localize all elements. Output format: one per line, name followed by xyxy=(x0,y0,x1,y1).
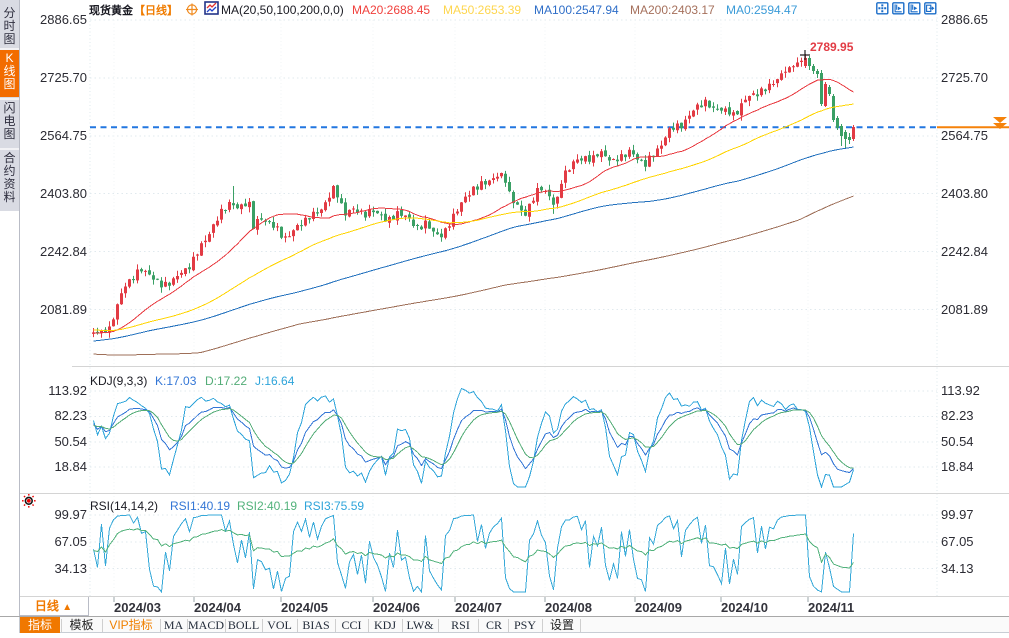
svg-text:2024/05: 2024/05 xyxy=(281,600,328,615)
svg-text:2564.75: 2564.75 xyxy=(40,128,87,143)
svg-text:K:17.03: K:17.03 xyxy=(155,374,197,388)
svg-text:2081.89: 2081.89 xyxy=(941,302,988,317)
svg-text:2564.75: 2564.75 xyxy=(941,128,988,143)
svg-text:2024/08: 2024/08 xyxy=(545,600,592,615)
svg-text:82.23: 82.23 xyxy=(54,408,87,423)
svg-text:18.84: 18.84 xyxy=(54,459,87,474)
svg-text:2242.84: 2242.84 xyxy=(40,244,87,259)
svg-text:2024/07: 2024/07 xyxy=(455,600,502,615)
svg-text:2403.80: 2403.80 xyxy=(40,186,87,201)
svg-text:2725.70: 2725.70 xyxy=(941,70,988,85)
svg-text:2024/10: 2024/10 xyxy=(721,600,768,615)
svg-text:2024/06: 2024/06 xyxy=(373,600,420,615)
svg-text:2789.95: 2789.95 xyxy=(810,40,854,54)
svg-text:99.97: 99.97 xyxy=(941,507,974,522)
svg-text:KDJ(9,3,3): KDJ(9,3,3) xyxy=(90,374,147,388)
svg-text:D:17.22: D:17.22 xyxy=(205,374,247,388)
svg-text:113.92: 113.92 xyxy=(941,383,980,398)
svg-text:MA100:2547.94: MA100:2547.94 xyxy=(534,3,619,17)
svg-text:113.92: 113.92 xyxy=(48,383,87,398)
svg-text:【日线】: 【日线】 xyxy=(134,3,178,17)
svg-text:MA50:2653.39: MA50:2653.39 xyxy=(443,3,521,17)
svg-text:67.05: 67.05 xyxy=(941,534,974,549)
svg-text:2403.80: 2403.80 xyxy=(941,186,988,201)
svg-text:MA20:2688.45: MA20:2688.45 xyxy=(352,3,430,17)
svg-text:2242.84: 2242.84 xyxy=(941,244,988,259)
svg-text:50.54: 50.54 xyxy=(54,434,87,449)
svg-text:99.97: 99.97 xyxy=(54,507,87,522)
svg-text:18.84: 18.84 xyxy=(941,459,974,474)
svg-text:82.23: 82.23 xyxy=(941,408,974,423)
svg-text:2024/03: 2024/03 xyxy=(114,600,161,615)
svg-text:2081.89: 2081.89 xyxy=(40,302,87,317)
svg-text:RSI1:40.19: RSI1:40.19 xyxy=(170,499,230,513)
svg-text:RSI(14,14,2): RSI(14,14,2) xyxy=(90,499,158,513)
svg-text:RSI2:40.19: RSI2:40.19 xyxy=(237,499,297,513)
svg-text:67.05: 67.05 xyxy=(54,534,87,549)
svg-text:现货黄金: 现货黄金 xyxy=(89,3,134,17)
svg-text:34.13: 34.13 xyxy=(54,561,87,576)
svg-text:2725.70: 2725.70 xyxy=(40,70,87,85)
svg-text:MA200:2403.17: MA200:2403.17 xyxy=(630,3,715,17)
svg-text:2024/04: 2024/04 xyxy=(194,600,242,615)
svg-text:RSI3:75.59: RSI3:75.59 xyxy=(304,499,364,513)
svg-text:MA(20,50,100,200,0,0): MA(20,50,100,200,0,0) xyxy=(221,3,344,17)
svg-text:2024/09: 2024/09 xyxy=(635,600,682,615)
svg-text:34.13: 34.13 xyxy=(941,561,974,576)
svg-text:2886.65: 2886.65 xyxy=(40,12,87,27)
svg-text:J:16.64: J:16.64 xyxy=(255,374,295,388)
svg-text:MA0:2594.47: MA0:2594.47 xyxy=(726,3,798,17)
svg-text:2886.65: 2886.65 xyxy=(941,12,988,27)
svg-text:2024/11: 2024/11 xyxy=(808,600,854,615)
svg-text:50.54: 50.54 xyxy=(941,434,974,449)
